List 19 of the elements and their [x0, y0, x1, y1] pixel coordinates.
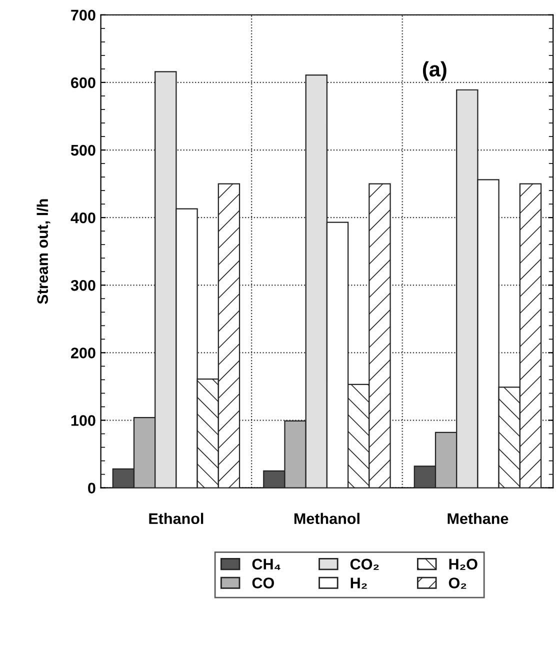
x-tick-label: Methane: [448, 512, 508, 524]
legend-label: CH₄: [252, 558, 280, 570]
x-tick-label: Methanol: [294, 512, 360, 524]
legend-label: CO₂: [350, 558, 379, 570]
y-tick-label: 400: [70, 212, 96, 224]
y-tick-label: 100: [71, 415, 96, 426]
legend-label: H₂: [350, 578, 367, 589]
y-tick-label: 200: [71, 348, 96, 358]
y-tick-label: 600: [71, 77, 96, 88]
y-tick-label: 300: [70, 280, 96, 291]
y-tick-label: 700: [71, 10, 96, 21]
annotation: (a): [422, 61, 446, 81]
y-axis-title: Stream out, l/h: [36, 199, 50, 304]
x-tick-label: Ethanol: [149, 512, 204, 524]
legend-label: O₂: [448, 578, 466, 589]
legend-label: CO: [252, 578, 274, 588]
y-tick-label: 500: [70, 144, 96, 156]
legend-label: H₂O: [449, 558, 478, 570]
y-tick-label: 0: [88, 482, 96, 494]
